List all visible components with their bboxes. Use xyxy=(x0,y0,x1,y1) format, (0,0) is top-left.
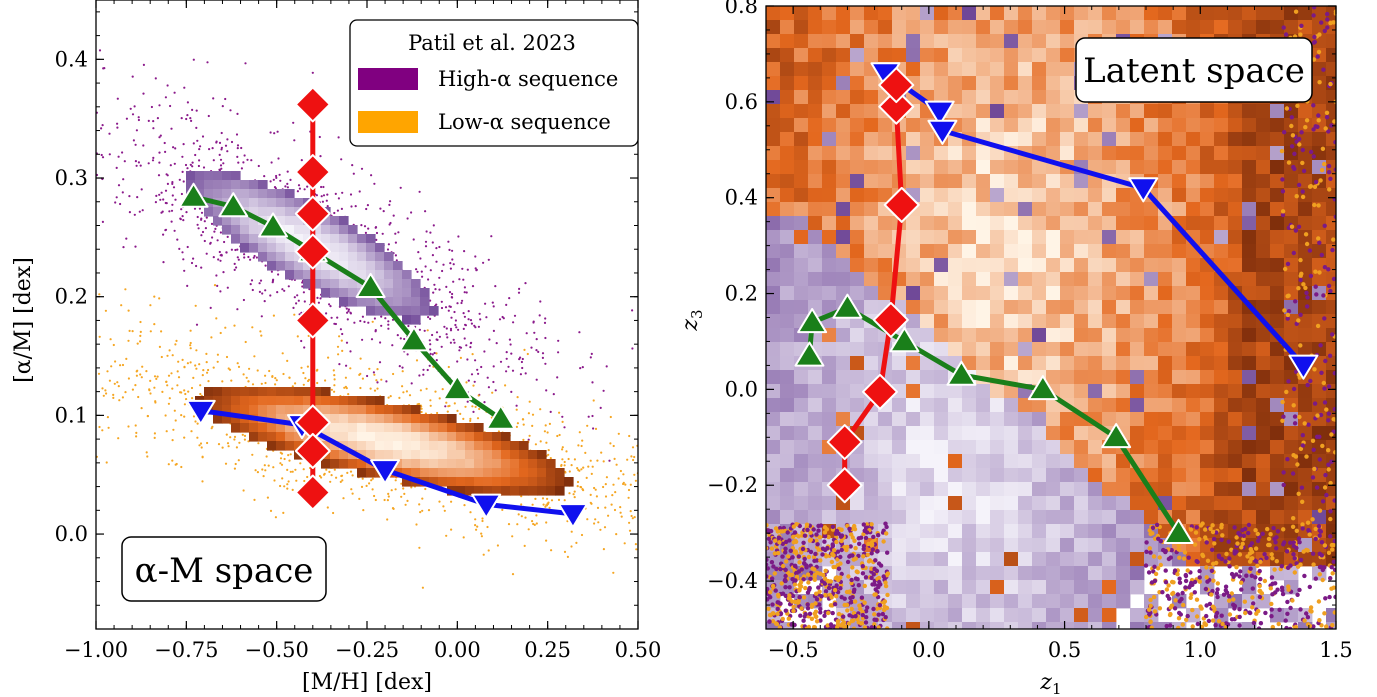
red-diamond-marker xyxy=(294,302,331,339)
x-tick-label: 1.5 xyxy=(1319,638,1352,662)
red-diamond-marker xyxy=(862,373,898,410)
green-triangle-marker xyxy=(485,404,516,430)
red-diamond-marker xyxy=(878,67,915,104)
y-axis-label: z3 xyxy=(678,309,706,331)
red-diamond-marker xyxy=(826,467,863,504)
axis-ticks: −1.00 −0.75 −0.50 −0.25 0.00 0.25 0.50 0.0 0.1 0.… xyxy=(55,0,662,662)
green-triangle-marker xyxy=(832,293,863,319)
red-diamond-marker xyxy=(294,154,331,191)
green-triangle-marker xyxy=(355,272,386,299)
y-tick-label: 0.6 xyxy=(725,90,758,114)
red-diamond-marker xyxy=(872,301,909,338)
markers xyxy=(794,62,1319,544)
y-tick-label: 0.4 xyxy=(55,47,88,71)
left-panel: −1.00 −0.75 −0.50 −0.25 0.00 0.25 0.50 0.0 0.1 0.… xyxy=(11,0,662,695)
y-tick-label: 0.0 xyxy=(55,522,88,546)
red-diamond-marker xyxy=(826,424,863,461)
blue-triangle-marker xyxy=(927,119,958,145)
legend: Patil et al. 2023 High-α sequence Low-α … xyxy=(349,19,639,147)
axis-ticks: −0.5 0.0 0.5 1.0 1.5 −0.4 −0.2 0.0 0.2 0.4 0.6 0.8 xyxy=(707,0,1353,662)
latent-heatmap xyxy=(766,6,1336,629)
x-tick-label: 0.50 xyxy=(615,638,662,662)
y-tick-label: −0.2 xyxy=(707,473,758,497)
x-tick-label: −0.75 xyxy=(154,638,218,662)
x-tick-label: 0.5 xyxy=(1048,638,1081,662)
y-tick-label: 0.8 xyxy=(725,0,758,18)
x-tick-label: −0.5 xyxy=(768,638,819,662)
x-tick-label: −0.50 xyxy=(244,638,308,662)
green-triangle-marker xyxy=(398,326,429,352)
annotation-box: α-M space xyxy=(121,536,327,602)
red-diamond-marker xyxy=(294,233,331,270)
red-diamond-marker xyxy=(883,186,920,223)
blue-triangle-marker xyxy=(370,459,401,485)
x-tick-label: 0.00 xyxy=(434,638,481,662)
red-diamond-marker xyxy=(294,86,331,123)
green-triangle-marker xyxy=(258,212,289,238)
y-tick-label: 0.2 xyxy=(725,282,758,306)
y-tick-label: 0.3 xyxy=(55,166,88,190)
y-tick-label: 0.2 xyxy=(55,285,88,309)
y-axis-label: [α/M] [dex] xyxy=(11,257,36,383)
y-tick-label: 0.0 xyxy=(725,377,758,401)
y-tick-label: 0.1 xyxy=(55,403,88,427)
green-triangle-marker xyxy=(442,374,473,401)
blue-triangle-marker xyxy=(471,493,502,519)
y-tick-label: 0.4 xyxy=(725,186,758,210)
annotation-text: Latent space xyxy=(1083,51,1305,91)
annotation-box: Latent space xyxy=(1075,37,1313,103)
green-triangle-marker xyxy=(1101,423,1132,449)
x-tick-label: −0.25 xyxy=(335,638,399,662)
x-tick-label: 0.0 xyxy=(912,638,945,662)
red-diamond-marker xyxy=(294,474,331,511)
legend-title: Patil et al. 2023 xyxy=(408,31,576,55)
annotation-text: α-M space xyxy=(135,551,314,591)
legend-label-high-alpha: High-α sequence xyxy=(438,67,618,91)
blue-triangle-marker xyxy=(924,100,955,126)
green-triangle-marker xyxy=(178,182,209,208)
green-triangle-marker xyxy=(797,307,828,334)
right-panel: −0.5 0.0 0.5 1.0 1.5−0.4−0.20.00.20.40.60.8 … xyxy=(678,0,1353,697)
blue-triangle-marker xyxy=(1288,354,1319,380)
x-tick-label: 0.25 xyxy=(524,638,571,662)
x-axis-label: z1 xyxy=(1039,670,1061,697)
red-diamond-marker xyxy=(294,195,331,232)
blue-triangle-marker xyxy=(185,399,216,425)
x-tick-label: −1.00 xyxy=(64,638,128,662)
legend-swatch-low-alpha xyxy=(358,111,418,133)
markers xyxy=(178,86,588,529)
x-axis-label: [M/H] [dex] xyxy=(302,670,432,695)
green-triangle-marker xyxy=(1163,518,1194,544)
green-triangle-marker xyxy=(794,341,825,367)
green-triangle-marker xyxy=(218,192,249,218)
legend-swatch-high-alpha xyxy=(358,68,418,90)
blue-triangle-marker xyxy=(1128,177,1159,203)
legend-label-low-alpha: Low-α sequence xyxy=(438,110,611,134)
y-tick-label: −0.4 xyxy=(707,569,758,593)
green-triangle-marker xyxy=(889,327,920,353)
red-diamond-marker xyxy=(294,432,331,469)
red-diamond-marker xyxy=(878,88,915,125)
green-triangle-marker xyxy=(946,360,977,386)
green-triangle-marker xyxy=(1027,375,1058,401)
blue-triangle-marker xyxy=(557,503,588,529)
x-tick-label: 1.0 xyxy=(1184,638,1217,662)
